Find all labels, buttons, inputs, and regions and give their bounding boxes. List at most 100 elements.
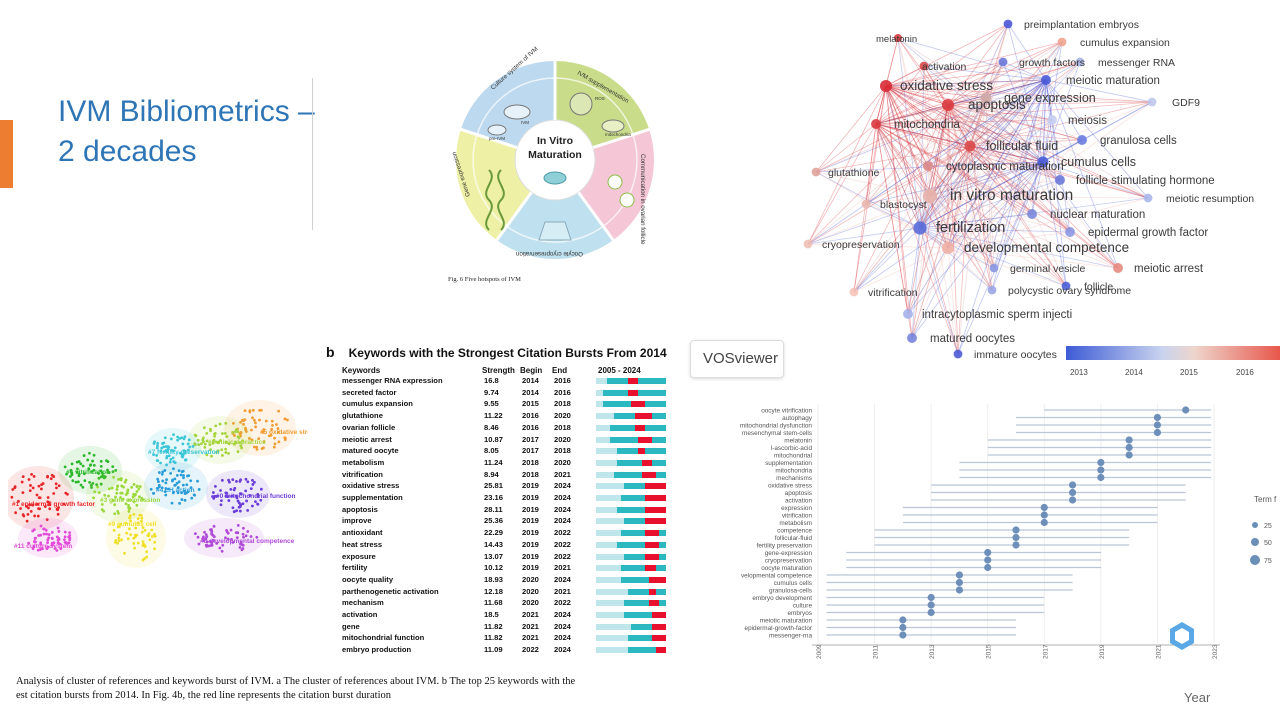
cluster-point: [180, 470, 184, 474]
cluster-point: [117, 477, 121, 481]
timeline-term-label: oxidative stress: [768, 483, 812, 490]
network-link: [947, 104, 993, 291]
network-link: [875, 119, 1053, 125]
network-link: [875, 123, 949, 249]
cluster-point: [99, 464, 103, 468]
cluster-point: [82, 472, 86, 476]
timeline-term-label: apoptosis: [785, 490, 812, 497]
petri-dish-icon: [543, 171, 567, 185]
network-link: [919, 104, 949, 229]
cluster-point: [234, 441, 238, 444]
cluster-point: [46, 541, 49, 545]
network-link: [1031, 79, 1047, 215]
timeline-term-label: metabolism: [779, 520, 812, 527]
network-link: [897, 37, 949, 249]
network-link: [919, 227, 993, 291]
cluster-point: [239, 431, 243, 434]
cluster-point: [123, 480, 127, 484]
cluster-point: [37, 484, 41, 488]
timeline-term-label: autophagy: [782, 415, 813, 422]
burst-row: messenger RNA expression 16.8 2014 2016: [342, 376, 672, 387]
slide-title: IVM Bibliometrics – 2 decades: [58, 95, 315, 168]
burst-strength: 23.16: [484, 493, 504, 502]
network-node: [1065, 227, 1075, 237]
timeline-term-label: granulosa-cells: [769, 588, 812, 595]
burst-end: 2020: [554, 434, 571, 444]
cluster-point: [178, 451, 182, 455]
network-link: [947, 97, 987, 106]
cluster-point: [32, 544, 36, 548]
burst-duration-bar: [652, 623, 666, 630]
cluster-point: [272, 445, 276, 449]
cluster-point: [116, 485, 119, 489]
cluster-point: [220, 448, 224, 452]
cluster-point: [227, 478, 230, 482]
network-link: [897, 37, 1047, 81]
cluster-point: [157, 480, 160, 484]
cluster-point: [136, 541, 140, 545]
network-link: [807, 227, 921, 245]
timeline-term-point: [984, 563, 992, 572]
network-link: [885, 85, 971, 147]
timeline-term-point: [1040, 503, 1048, 512]
cluster-point: [77, 474, 81, 478]
cluster-point: [57, 484, 61, 488]
timeline-term-point: [1182, 406, 1190, 414]
cluster-point: [159, 449, 163, 453]
network-link: [919, 65, 925, 229]
network-link: [969, 97, 987, 147]
network-link: [985, 97, 1053, 121]
burst-strength: 8.94: [484, 469, 499, 479]
cluster-point: [235, 509, 239, 513]
network-node: [1113, 263, 1123, 273]
network-link: [885, 85, 931, 197]
timeline-term-point: [1097, 466, 1105, 474]
cluster-point: [119, 496, 122, 499]
cluster-point: [36, 514, 40, 518]
cluster-point: [244, 534, 248, 538]
cluster-point: [70, 462, 74, 466]
network-link: [1002, 61, 1047, 81]
timeline-term-label: gene-expression: [765, 550, 813, 557]
cluster-point: [218, 546, 222, 550]
network-node: [1143, 193, 1153, 203]
network-link: [885, 85, 1119, 269]
network-link: [1042, 139, 1083, 163]
network-link: [929, 195, 1071, 233]
timeline-x-tick: 2011: [873, 645, 880, 659]
burst-begin: 2018: [522, 457, 539, 467]
inner-label-pre-ivm: pre-IVM: [489, 136, 505, 141]
network-link: [875, 41, 1063, 125]
network-node: [1037, 156, 1049, 168]
network-link: [807, 104, 949, 245]
cluster-point: [193, 493, 197, 497]
cluster-point: [249, 487, 253, 491]
cluster-point: [46, 496, 50, 499]
network-link: [885, 85, 995, 269]
network-links: [807, 23, 1153, 355]
network-link: [885, 85, 1149, 199]
cluster-point: [123, 551, 126, 555]
cluster-point: [229, 487, 233, 491]
cluster-point: [136, 517, 140, 520]
cluster-point: [126, 488, 130, 492]
cluster-point: [221, 453, 224, 457]
cluster-point: [236, 499, 240, 503]
network-label: activation: [922, 61, 967, 73]
network-label: intracytoplasmic sperm injecti: [922, 309, 1072, 321]
cluster-point: [39, 487, 43, 491]
network-link: [807, 243, 949, 249]
cluster-point: [182, 476, 185, 480]
network-link: [885, 85, 1153, 103]
cluster-point: [267, 434, 271, 438]
cluster-point: [52, 492, 56, 495]
legend-dot-25: [1252, 522, 1258, 528]
network-link: [957, 145, 971, 355]
cluster-point: [40, 483, 43, 487]
timeline-term-label: supplementation: [765, 460, 812, 467]
cluster-point: [138, 513, 142, 517]
network-link: [1031, 161, 1044, 215]
cluster-point: [212, 539, 216, 542]
cluster-point: [169, 471, 173, 475]
burst-end: 2022: [554, 598, 571, 608]
